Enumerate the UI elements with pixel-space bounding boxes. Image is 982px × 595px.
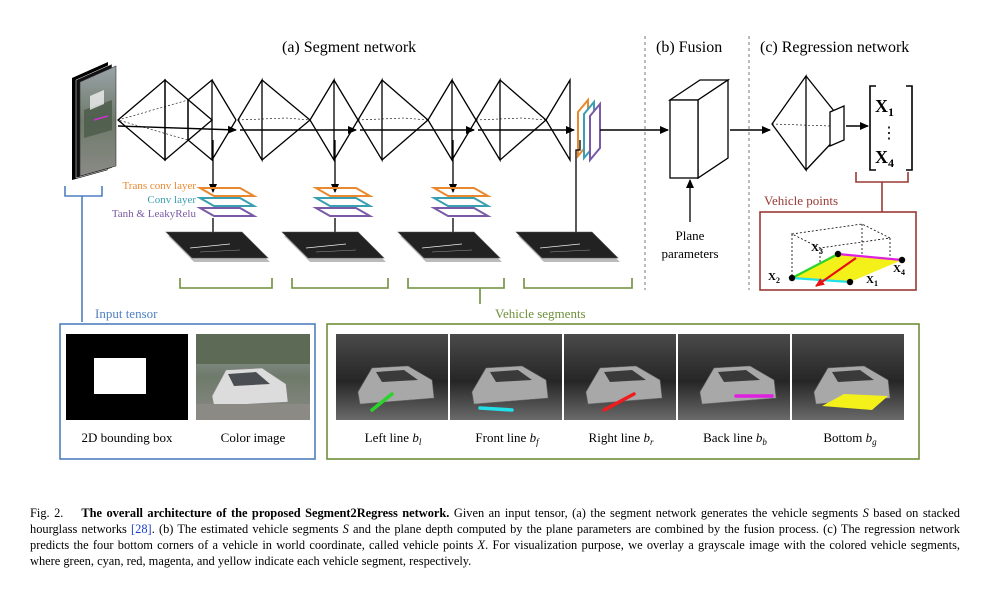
hourglass-4: [475, 77, 571, 163]
vehicle-point-2: [788, 274, 796, 282]
segment-map-3: [397, 231, 502, 262]
segment-brackets: [179, 278, 633, 304]
segment-network-header: (a) Segment network: [282, 39, 416, 56]
seg-panel-front: [450, 334, 562, 420]
seg-panel-bottom: [792, 334, 904, 420]
seg-panel-front-overlay: [478, 406, 514, 412]
fusion-header: (b) Fusion: [656, 39, 722, 56]
layer-stack-1: [196, 187, 258, 217]
vp-label-3: X3: [811, 242, 823, 256]
output-matrix: X1 ⋮ X4: [869, 85, 913, 171]
seg-panel-left: [336, 334, 448, 420]
down-arrow-map-4: [572, 140, 581, 245]
figure-caption: Fig. 2. The overall architecture of the …: [30, 505, 960, 569]
vehicle-left-line: [791, 253, 839, 279]
input-tensor-title: Input tensor: [95, 306, 158, 321]
vehicle-segments-title: Vehicle segments: [495, 306, 586, 321]
legend-trans-conv: Trans conv layer: [122, 180, 196, 192]
hourglass-2: [237, 77, 359, 163]
segment-map-2: [281, 231, 386, 262]
caption-part4: and the plane depth computed by the plan…: [30, 522, 960, 552]
layer-stack-3: [430, 187, 492, 217]
plane-label-2: parameters: [661, 246, 718, 261]
seg-label-bottom: Bottom bg: [823, 430, 877, 447]
caption-part3: . (b) The estimated vehicle segments: [151, 522, 343, 536]
caption-prefix: Fig. 2.: [30, 506, 64, 520]
matrix-dots: ⋮: [881, 125, 897, 142]
legend-conv: Conv layer: [147, 194, 196, 206]
hourglass-1: [116, 78, 237, 162]
seg-label-back: Back line bb: [703, 430, 767, 447]
vehicle-points-title: Vehicle points: [764, 193, 838, 208]
bbox-mask-white: [94, 358, 146, 394]
plane-label-1: Plane: [676, 228, 705, 243]
caption-sym1: S: [862, 506, 869, 520]
bbox-label: 2D bounding box: [82, 430, 174, 445]
regression-block: [771, 73, 845, 172]
seg-panel-right: [564, 334, 676, 420]
segment-map-4: [515, 231, 620, 262]
vehicle-points-bracket: [855, 172, 909, 212]
seg-label-front: Front line bf: [475, 430, 540, 447]
vehicle-back-line: [837, 252, 903, 262]
vehicle-point-1: [846, 278, 854, 286]
caption-citation[interactable]: [28]: [131, 522, 152, 536]
input-tensor-stack: [72, 62, 117, 180]
vehicle-bottom-face: [792, 254, 902, 282]
input-bracket: [64, 186, 103, 322]
vehicle-point-4: [898, 256, 906, 264]
matrix-top: X1: [875, 96, 894, 119]
vp-label-2: X2: [768, 271, 780, 285]
caption-part5: . For visualization purpose, we overlay …: [30, 538, 960, 568]
seg-label-right: Right line br: [589, 430, 654, 447]
legend-tanh: Tanh & LeakyRelu: [112, 208, 197, 220]
seg-panel-back: [678, 334, 790, 420]
vp-label-1: X1: [866, 274, 878, 288]
vehicle-direction-arrow: [815, 257, 857, 287]
regression-network-header: (c) Regression network: [760, 39, 909, 56]
caption-sym3: X: [477, 538, 486, 552]
caption-part1: Given an input tensor, (a) the segment n…: [449, 506, 863, 520]
output-layer-stack: [577, 97, 601, 163]
color-image: [196, 334, 310, 420]
matrix-bottom: X4: [875, 147, 894, 170]
seg-panel-bottom-overlay: [822, 394, 888, 410]
fusion-cube: [667, 78, 731, 180]
caption-part2: based on stacked hourglass networks: [30, 506, 960, 536]
layer-stack-2: [312, 187, 374, 217]
flow-arrow-1: [117, 125, 237, 134]
seg-label-left: Left line bl: [365, 430, 422, 447]
hourglass-3: [357, 77, 477, 163]
caption-sym2: S: [342, 522, 349, 536]
vehicle-point-3: [834, 250, 842, 258]
caption-bold: The overall architecture of the proposed…: [81, 506, 450, 520]
segment-map-1: [165, 231, 270, 262]
seg-panel-right-overlay: [602, 392, 636, 412]
color-image-label: Color image: [221, 430, 286, 445]
seg-panel-left-overlay: [370, 392, 394, 412]
vp-label-4: X4: [893, 263, 905, 277]
